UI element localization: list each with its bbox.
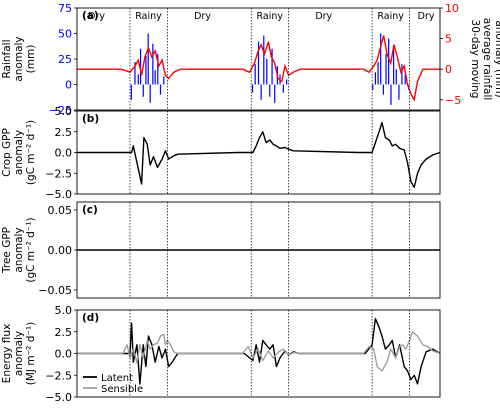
y-tick-label: 50 [58,28,72,41]
y2-tick-label: 5 [445,33,452,46]
panel-2: −5.0 −2.5 0.0 2.5 5.0 Crop GPP anomaly (gC m⁻² … [1,105,441,201]
y-axis-label: anomaly [13,130,25,175]
y-tick-label: −25 [49,104,72,117]
y-tick-label: 5.0 [55,105,73,118]
y-axis-label: (gC m⁻² d⁻¹) [25,217,37,282]
y-axis-label: (MJ m⁻² d⁻¹) [25,322,37,385]
y-axis-label: Energy flux [1,324,13,384]
y2-axis-label: anomaly (mm) [493,20,500,97]
season-label: Dry [418,11,435,22]
y-tick-label: −2.5 [45,369,72,382]
y-axis-label: (gC m⁻² d⁻¹) [25,120,37,185]
panel-label: (b) [82,113,99,125]
panel-4: −5.0 −2.5 0.0 2.5 5.0 Energy flux anomaly (MJ m… [1,304,441,404]
y-tick-label: 0.0 [55,348,73,361]
legend-label: Latent [101,373,133,384]
y-tick-label: 0 [65,79,72,92]
y2-tick-label: 10 [445,2,459,15]
season-label: Dry [194,11,211,22]
y-axis-label: anomaly [13,36,25,81]
season-label: Rainy [377,11,404,22]
y-tick-label: 0.0 [55,147,73,160]
y-axis-label: anomaly [13,227,25,272]
panel-1: −25 0 25 50 75 −5 0 5 10 30-day moving average rai… [1,2,500,117]
season-label: Dry [88,11,105,22]
y2-tick-label: 0 [445,63,452,76]
y-tick-label: 2.5 [55,126,73,139]
y-tick-label: −5.0 [45,391,72,404]
panel-label: (c) [82,204,98,216]
y-axis-label: anomaly [13,331,25,376]
legend-label: Sensible [101,384,143,395]
y-axis-label: Rainfall [1,39,13,78]
rainfall-30day-line [77,35,440,102]
panel-label: (d) [82,312,99,324]
y2-axis-label: average rainfall [481,18,493,101]
season-label: Rainy [257,11,284,22]
y2-tick-label: −5 [445,94,461,107]
y-tick-label: 75 [58,2,72,15]
sensible-line [77,331,441,372]
y2-axis-label: 30-day moving [469,20,481,99]
y-tick-label: 2.5 [55,326,73,339]
y-tick-label: −0.05 [38,284,72,297]
y-axis-label: (mm) [25,45,37,74]
panel-3: −0.05 0.00 0.05 Tree GPP anomaly (gC m⁻² d⁻¹)… [1,201,441,299]
season-label: Dry [315,11,332,22]
y-tick-label: −2.5 [45,167,72,180]
crop-gpp-line [77,121,441,189]
y-tick-label: −5.0 [45,188,72,201]
y-tick-label: 5.0 [55,304,73,317]
y-axis-label: Crop GPP [1,128,13,177]
season-label: Rainy [135,11,162,22]
y-tick-label: 0.05 [48,204,73,217]
y-tick-label: 25 [58,53,72,66]
panel-label: (a) [82,10,99,22]
y-axis-label: Tree GPP [1,227,13,274]
y-tick-label: 0.00 [48,244,73,257]
